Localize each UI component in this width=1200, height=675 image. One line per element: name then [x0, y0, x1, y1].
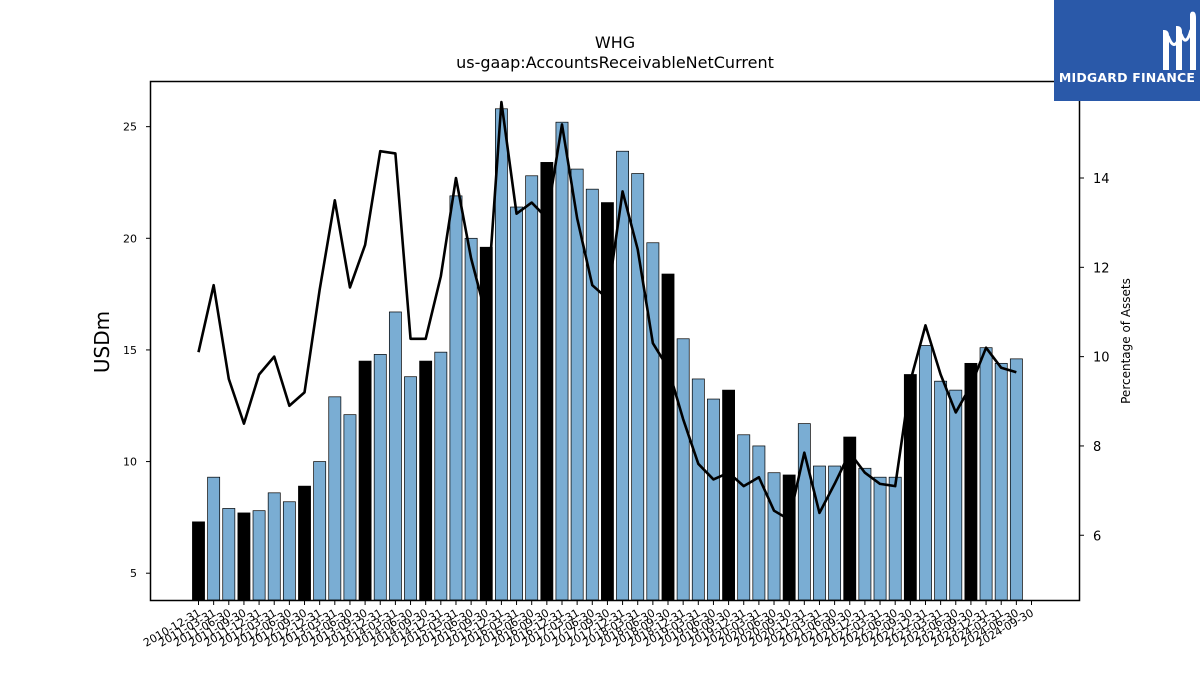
bar: [404, 376, 417, 601]
bar: [540, 162, 554, 601]
bar: [919, 345, 932, 601]
bar: [949, 389, 963, 601]
bar: [707, 398, 720, 601]
bar: [419, 360, 433, 601]
bar: [192, 521, 205, 601]
bar: [888, 476, 902, 601]
y2-tick-label: 12: [1093, 261, 1110, 276]
bar: [555, 121, 569, 601]
bar: [207, 476, 221, 601]
bar: [858, 467, 872, 601]
bar: [813, 465, 826, 601]
x-axis-ticks: 2010-12-312011-03-312011-06-302011-09-30…: [141, 600, 1036, 650]
bar: [373, 354, 387, 601]
bar: [388, 311, 402, 601]
y2-tick-label: 6: [1093, 529, 1101, 544]
plot-frame: [149, 80, 1081, 602]
logo-brand-text: MIDGARD FINANCE: [1058, 70, 1196, 85]
y2-axis-ticks: 6 8 10 12 14: [1079, 172, 1110, 544]
bar: [464, 237, 478, 601]
y2-tick-label: 10: [1093, 351, 1110, 366]
bar: [358, 360, 372, 601]
y-tick-label: 20: [123, 232, 137, 245]
bar: [782, 474, 796, 601]
bar: [267, 492, 281, 601]
bar: [298, 485, 311, 601]
bar: [979, 347, 993, 601]
bar: [282, 501, 296, 601]
bar: [449, 195, 463, 601]
y-tick-label: 25: [123, 121, 137, 134]
y-tick-label: 15: [123, 344, 137, 357]
bar: [1009, 358, 1023, 601]
bar: [873, 476, 887, 601]
bar: [767, 472, 781, 601]
midgard-logo-icon: [1055, 1, 1196, 70]
bar: [676, 338, 690, 601]
midgard-finance-logo: MIDGARD FINANCE: [1054, 0, 1200, 101]
y-axis-label: USDm: [90, 311, 114, 373]
bar: [737, 434, 751, 601]
bar: [252, 510, 266, 601]
y2-axis-label: Percentage of Assets: [1119, 278, 1133, 404]
bar: [495, 108, 508, 601]
bar: [343, 414, 357, 601]
bar: [964, 362, 978, 601]
bar: [994, 362, 1008, 601]
chart-subtitle: us-gaap:AccountsReceivableNetCurrent: [456, 53, 774, 72]
bar: [661, 273, 675, 601]
bar: [585, 188, 599, 601]
bar: [691, 378, 705, 601]
chart-title: WHG: [595, 33, 635, 52]
line-series-path: [197, 100, 1017, 521]
bar: [797, 423, 811, 601]
bar: [525, 175, 539, 601]
bar: [328, 396, 342, 601]
y2-tick-label: 14: [1093, 172, 1110, 187]
bar-series: [192, 108, 1023, 601]
bar: [237, 512, 251, 601]
y2-tick-label: 8: [1093, 440, 1101, 455]
line-series: [197, 100, 1017, 521]
bar: [222, 508, 236, 601]
bar: [313, 461, 327, 601]
bar: [646, 242, 660, 601]
y-tick-label: 5: [130, 567, 137, 580]
y-axis-ticks: 5 10 15 20 25: [123, 121, 151, 580]
bar: [752, 445, 766, 601]
y-tick-label: 10: [123, 456, 137, 469]
bar: [722, 389, 736, 601]
bar: [934, 380, 948, 601]
bar: [434, 351, 448, 601]
bar: [510, 206, 523, 601]
